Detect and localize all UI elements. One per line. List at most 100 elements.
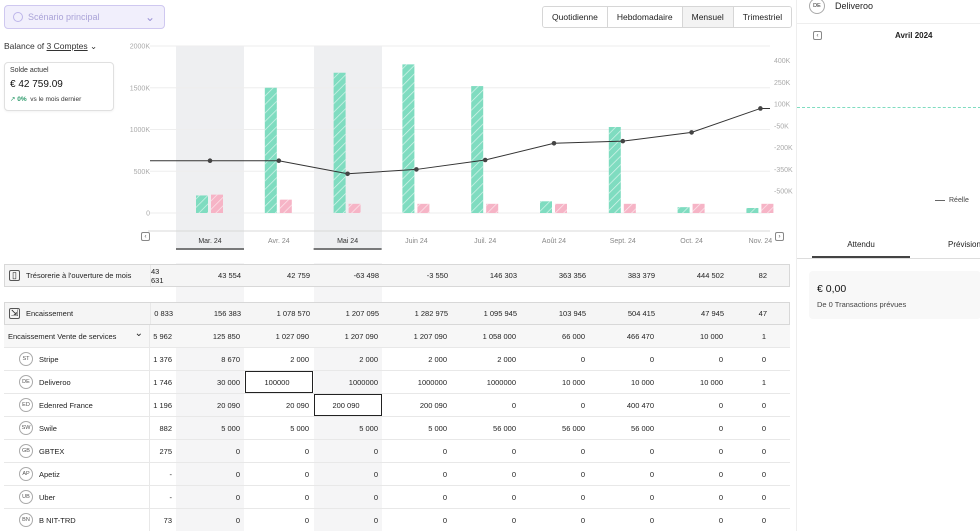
- table-row[interactable]: GB GBTEX 275 0 0 0 0 0 0 0 0 0: [4, 440, 790, 463]
- table-cell[interactable]: 0: [580, 354, 585, 364]
- line-point[interactable]: [551, 140, 557, 146]
- table-cell[interactable]: 0: [373, 492, 378, 502]
- period-weekly-button[interactable]: Hebdomadaire: [607, 7, 683, 27]
- period-monthly-button[interactable]: Mensuel: [682, 7, 734, 27]
- balance-accounts-link[interactable]: 3 Comptes: [46, 41, 88, 51]
- table-cell[interactable]: 10 000: [631, 377, 654, 387]
- table-cell[interactable]: 103 945: [558, 309, 586, 318]
- table-cell[interactable]: 275: [159, 446, 172, 456]
- table-cell[interactable]: 1 746: [153, 377, 172, 387]
- table-cell[interactable]: 0: [511, 515, 516, 525]
- table-cell[interactable]: 0: [580, 469, 585, 479]
- scenario-select[interactable]: Scénario principal ⌄: [4, 5, 165, 29]
- table-cell[interactable]: 0: [235, 492, 240, 502]
- table-cell[interactable]: 0: [649, 354, 654, 364]
- table-cell[interactable]: 10 000: [700, 377, 723, 387]
- table-cell[interactable]: 1 207 090: [344, 331, 378, 341]
- table-cell[interactable]: 56 000: [562, 423, 585, 433]
- table-cell[interactable]: 1 027 090: [275, 331, 309, 341]
- chevron-down-icon[interactable]: ⌄: [134, 328, 143, 339]
- table-cell[interactable]: 1000000: [348, 377, 378, 387]
- table-cell[interactable]: 2 000: [290, 354, 309, 364]
- line-point[interactable]: [207, 158, 213, 164]
- table-cell[interactable]: 0: [761, 400, 766, 410]
- panel-back-button[interactable]: ‹: [813, 31, 822, 40]
- table-cell[interactable]: 0: [442, 469, 447, 479]
- table-cell[interactable]: 0: [649, 492, 654, 502]
- table-cell[interactable]: 0: [511, 492, 516, 502]
- table-cell[interactable]: 43 631: [151, 266, 164, 285]
- line-point[interactable]: [345, 171, 350, 177]
- table-cell[interactable]: 0: [235, 446, 240, 456]
- table-cell[interactable]: 0: [649, 446, 654, 456]
- table-cell[interactable]: 100000: [245, 371, 313, 393]
- table-cell[interactable]: 20 090: [217, 400, 240, 410]
- table-cell[interactable]: 0: [373, 469, 378, 479]
- table-cell[interactable]: 0: [761, 423, 766, 433]
- encaissement-row[interactable]: ⇲ Encaissement 0 833 156 383 1 078 570 1 207 …: [4, 302, 790, 325]
- table-cell[interactable]: 82: [758, 271, 767, 280]
- table-cell[interactable]: 73: [163, 515, 172, 525]
- table-cell[interactable]: 1 207 090: [413, 331, 447, 341]
- table-cell[interactable]: 0: [580, 400, 585, 410]
- table-cell[interactable]: 0: [304, 446, 309, 456]
- table-cell[interactable]: 0: [761, 492, 766, 502]
- table-cell[interactable]: 5 000: [359, 423, 378, 433]
- table-cell[interactable]: 0: [304, 469, 309, 479]
- balance-selector[interactable]: Balance of 3 Comptes ⌄: [4, 41, 97, 52]
- table-cell[interactable]: 200 090: [314, 394, 382, 416]
- table-cell[interactable]: 0: [511, 469, 516, 479]
- line-point[interactable]: [276, 158, 282, 164]
- table-cell[interactable]: 5 000: [428, 423, 447, 433]
- table-cell[interactable]: 125 850: [212, 331, 240, 341]
- table-cell[interactable]: 0: [373, 446, 378, 456]
- table-cell[interactable]: 0: [580, 515, 585, 525]
- table-cell[interactable]: 10 000: [562, 377, 585, 387]
- table-cell[interactable]: 1 058 000: [482, 331, 516, 341]
- table-cell[interactable]: 0: [442, 446, 447, 456]
- line-point[interactable]: [482, 157, 488, 163]
- table-row[interactable]: AP Apetiz - 0 0 0 0 0 0 0 0 0: [4, 463, 790, 486]
- table-cell[interactable]: 0: [511, 400, 516, 410]
- table-cell[interactable]: 466 470: [626, 331, 654, 341]
- table-cell[interactable]: 0: [373, 515, 378, 525]
- table-cell[interactable]: 1 282 975: [414, 309, 448, 318]
- table-cell[interactable]: -: [169, 469, 173, 479]
- table-cell[interactable]: 0: [580, 446, 585, 456]
- table-cell[interactable]: 5 000: [221, 423, 240, 433]
- table-cell[interactable]: 1: [761, 377, 766, 387]
- period-quarterly-button[interactable]: Trimestriel: [733, 7, 792, 27]
- table-cell[interactable]: 1000000: [486, 377, 516, 387]
- table-cell[interactable]: 0: [511, 446, 516, 456]
- table-cell[interactable]: 0: [235, 469, 240, 479]
- table-cell[interactable]: 156 383: [213, 309, 241, 318]
- table-row[interactable]: UB Uber - 0 0 0 0 0 0 0 0 0: [4, 486, 790, 509]
- table-cell[interactable]: 66 000: [562, 331, 585, 341]
- table-cell[interactable]: 0 833: [154, 309, 173, 318]
- chart-next-button[interactable]: ›: [775, 232, 784, 241]
- table-cell[interactable]: 5 000: [290, 423, 309, 433]
- table-cell[interactable]: 20 090: [286, 400, 309, 410]
- table-row[interactable]: DE Deliveroo 1 746 30 000 100000 1000000 10000…: [4, 371, 790, 394]
- table-cell[interactable]: 1000000: [417, 377, 447, 387]
- table-row[interactable]: ED Edenred France 1 196 20 090 20 090 200 090…: [4, 394, 790, 417]
- table-cell[interactable]: 47: [758, 309, 767, 318]
- table-cell[interactable]: 56 000: [493, 423, 516, 433]
- table-cell[interactable]: 0: [649, 469, 654, 479]
- table-cell[interactable]: 0: [761, 354, 766, 364]
- table-cell[interactable]: 0: [718, 446, 723, 456]
- opening-balance-row[interactable]: ▯ Trésorerie à l'ouverture de mois 43 631 4…: [4, 264, 790, 287]
- tab-attendu[interactable]: Attendu: [812, 236, 910, 258]
- table-cell[interactable]: 0: [718, 354, 723, 364]
- table-cell[interactable]: 5 962: [153, 331, 172, 341]
- table-cell[interactable]: 0: [718, 469, 723, 479]
- table-cell[interactable]: 0: [718, 515, 723, 525]
- table-cell[interactable]: 146 303: [489, 271, 517, 280]
- line-point[interactable]: [689, 130, 694, 135]
- table-cell[interactable]: 0: [580, 492, 585, 502]
- table-cell[interactable]: 43 554: [218, 271, 241, 280]
- table-cell[interactable]: 56 000: [631, 423, 654, 433]
- table-cell[interactable]: 2 000: [497, 354, 516, 364]
- table-cell[interactable]: 0: [442, 492, 447, 502]
- table-cell[interactable]: -63 498: [353, 271, 379, 280]
